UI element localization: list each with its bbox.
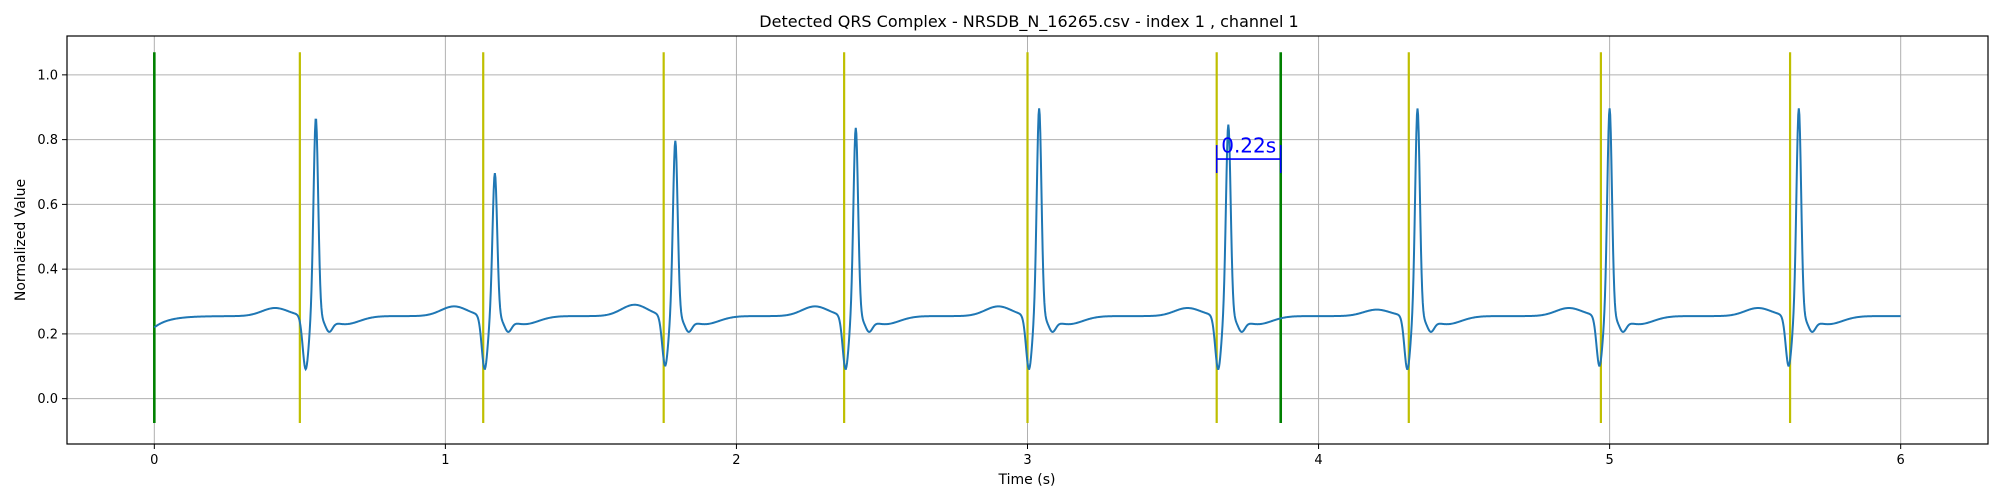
x-tick-label-2: 2 (732, 453, 740, 468)
y-tick-label-2: 0.4 (37, 263, 58, 278)
y-axis-label: Normalized Value (13, 179, 29, 301)
y-axis-ticks: 0.0 0.2 0.4 0.6 0.8 1.0 (37, 68, 67, 407)
y-tick-label-1: 0.2 (37, 327, 58, 342)
y-tick-label-4: 0.8 (37, 133, 58, 148)
signal-series (153, 108, 1901, 372)
x-tick-label-6: 6 (1897, 453, 1905, 468)
x-tick-label-0: 0 (150, 453, 158, 468)
x-tick-label-5: 5 (1605, 453, 1613, 468)
x-tick-label-3: 3 (1023, 453, 1031, 468)
x-axis-label: Time (s) (998, 472, 1056, 488)
x-axis-ticks: 0 1 2 3 4 5 6 (150, 444, 1905, 468)
x-tick-label-4: 4 (1314, 453, 1322, 468)
chart-title: Detected QRS Complex - NRSDB_N_16265.csv… (759, 12, 1298, 32)
interval-annotation: 0.22s (1215, 134, 1282, 174)
signal-line (153, 108, 1901, 372)
annotation-text: 0.22s (1221, 134, 1276, 158)
y-tick-label-0: 0.0 (37, 392, 58, 407)
x-tick-label-1: 1 (441, 453, 449, 468)
y-tick-label-3: 0.6 (37, 198, 58, 213)
y-tick-label-5: 1.0 (37, 68, 58, 83)
